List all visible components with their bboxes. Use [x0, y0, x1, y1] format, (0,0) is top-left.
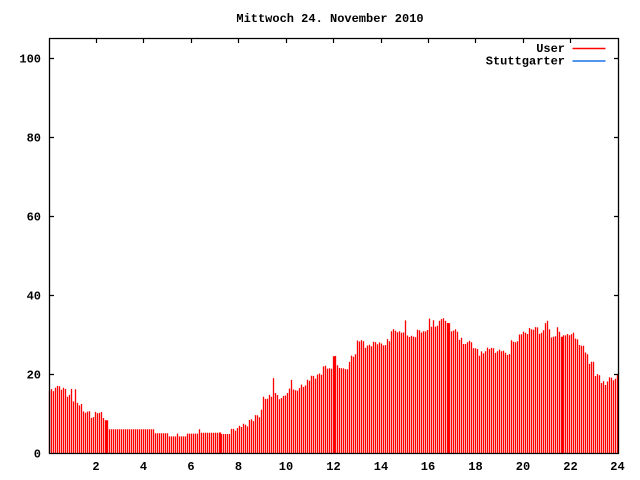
- svg-text:0: 0: [34, 448, 41, 462]
- svg-text:12: 12: [326, 460, 340, 474]
- svg-text:80: 80: [27, 132, 41, 146]
- svg-text:6: 6: [187, 460, 194, 474]
- svg-text:4: 4: [140, 460, 147, 474]
- svg-text:20: 20: [27, 369, 41, 383]
- svg-text:Mittwoch 24. November 2010: Mittwoch 24. November 2010: [236, 12, 423, 26]
- svg-text:16: 16: [421, 460, 435, 474]
- svg-text:20: 20: [516, 460, 530, 474]
- svg-text:100: 100: [19, 53, 41, 67]
- svg-text:10: 10: [279, 460, 293, 474]
- svg-text:40: 40: [27, 290, 41, 304]
- svg-text:Stuttgarter: Stuttgarter: [486, 55, 565, 69]
- svg-text:8: 8: [235, 460, 242, 474]
- svg-text:60: 60: [27, 211, 41, 225]
- svg-text:14: 14: [374, 460, 388, 474]
- svg-text:18: 18: [468, 460, 482, 474]
- svg-text:User: User: [536, 42, 565, 56]
- svg-text:24: 24: [610, 460, 624, 474]
- svg-text:22: 22: [563, 460, 577, 474]
- svg-text:2: 2: [92, 460, 99, 474]
